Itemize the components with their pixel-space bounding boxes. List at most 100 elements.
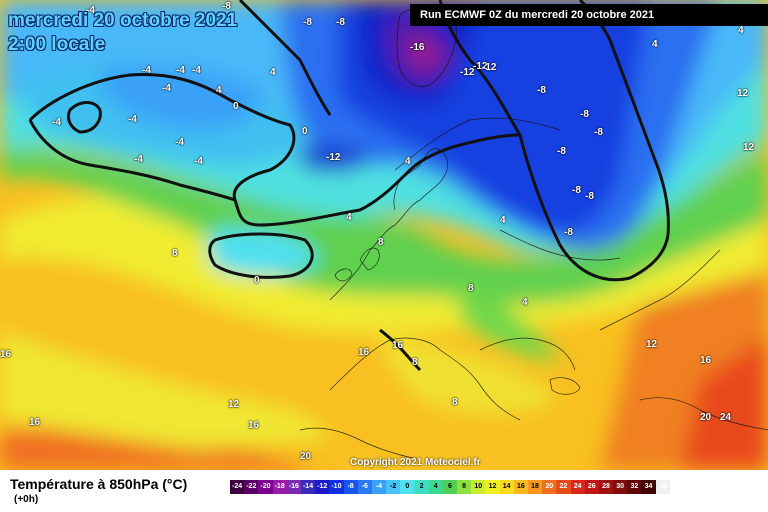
isotherm-label: 0 [302, 126, 308, 137]
isotherm-label: -8 [580, 109, 589, 120]
scale-swatch-label: 32 [630, 483, 639, 490]
isotherm-label: -4 [192, 65, 201, 76]
scale-swatch: 12 [485, 480, 500, 494]
isotherm-label: 4 [500, 215, 506, 226]
scale-swatch: 28 [598, 480, 614, 494]
scale-swatch-label: -12 [317, 483, 328, 490]
isotherm-label: 20 [300, 451, 312, 462]
isotherm-label: -4 [52, 117, 61, 128]
scale-swatch: 20 [542, 480, 557, 494]
isotherm-label: 4 [522, 297, 528, 308]
scale-swatch: 16 [513, 480, 528, 494]
isotherm-label: -4 [128, 114, 137, 125]
scale-swatch: 22 [556, 480, 571, 494]
isotherm-label: 0 [254, 275, 260, 286]
scale-swatch-label: 24 [573, 483, 582, 490]
scale-swatch: 10 [471, 480, 486, 494]
scale-swatch: 30 [613, 480, 628, 494]
isotherm-label: -4 [134, 154, 143, 165]
scale-swatch-label: -10 [331, 483, 342, 490]
scale-swatch: -2 [386, 480, 401, 494]
isotherm-label: 8 [378, 237, 384, 248]
isotherm-label: -4 [176, 65, 185, 76]
isotherm-label: 8 [412, 357, 418, 368]
scale-swatch-label: 36 [658, 483, 667, 490]
isotherm-label: 4 [216, 85, 222, 96]
scale-swatch: -4 [371, 480, 387, 494]
scale-swatch: 26 [584, 480, 599, 494]
scale-swatch: -20 [258, 480, 273, 494]
scale-swatch: -16 [286, 480, 301, 494]
scale-swatch: -12 [315, 480, 330, 494]
isotherm-label: -16 [410, 42, 425, 53]
scale-swatch-label: -4 [375, 483, 383, 490]
scale-swatch-label: -8 [347, 483, 354, 490]
scale-swatch-label: 14 [502, 483, 511, 490]
scale-swatch: -18 [272, 480, 287, 494]
isotherm-label: 20 [700, 412, 712, 423]
scale-swatch: 8 [457, 480, 472, 494]
scale-swatch: 0 [400, 480, 415, 494]
scale-swatch: -8 [343, 480, 358, 494]
scale-swatch: 18 [527, 480, 543, 494]
isotherm-label: -8 [222, 1, 231, 12]
scale-swatch: -24 [230, 480, 245, 494]
legend-title: Température à 850hPa (°C) [10, 476, 188, 492]
scale-swatch-label: -2 [390, 483, 397, 490]
scale-swatch-label: 22 [559, 483, 568, 490]
scale-swatch-label: 26 [587, 483, 596, 490]
isotherm-label: 4 [405, 156, 411, 167]
isotherm-label: 4 [346, 212, 352, 223]
isotherm-label: 4 [652, 39, 658, 50]
color-scale: -24 -22 -20 -18 -16 -14 -12 -10 -8 -6 -4 -2 0 2 4 6 8 10 1… [230, 480, 670, 494]
scale-swatch: 32 [627, 480, 642, 494]
scale-swatch: -22 [244, 480, 259, 494]
isotherm-label: 16 [392, 340, 404, 351]
isotherm-label: 16 [0, 349, 12, 360]
isotherm-label: 8 [468, 283, 474, 294]
temperature-map: mercredi 20 octobre 2021 2:00 locale Run… [0, 0, 768, 470]
isotherm-label: 16 [358, 347, 370, 358]
scale-swatch: 34 [641, 480, 656, 494]
scale-swatch-label: -16 [288, 483, 299, 490]
scale-swatch: 24 [570, 480, 585, 494]
isotherm-label: -8 [572, 185, 581, 196]
isotherm-label: -12 [460, 67, 475, 78]
scale-swatch: -6 [357, 480, 372, 494]
isotherm-label: -8 [594, 127, 603, 138]
isotherm-label: 16 [29, 417, 41, 428]
legend-footer: Température à 850hPa (°C) (+0h) -24 -22 -2… [0, 470, 768, 512]
copyright-text: Copyright 2021 Meteociel.fr [350, 457, 481, 468]
scale-swatch-label: 12 [488, 483, 497, 490]
isotherm-label: 0 [233, 101, 239, 112]
isotherm-label: 4 [738, 25, 744, 36]
scale-swatch-label: 4 [433, 483, 438, 490]
isotherm-label: 8 [452, 397, 458, 408]
scale-swatch-label: 10 [474, 483, 483, 490]
scale-swatch-label: -24 [232, 483, 243, 490]
scale-swatch: 14 [499, 480, 514, 494]
date-title: mercredi 20 octobre 2021 [8, 10, 238, 31]
scale-swatch-label: 20 [545, 483, 554, 490]
scale-swatch-label: -22 [246, 483, 257, 490]
scale-swatch-label: 30 [616, 483, 625, 490]
scale-swatch-label: 8 [462, 483, 467, 490]
isotherm-label: -4 [142, 65, 151, 76]
legend-subtitle: (+0h) [14, 494, 39, 505]
scale-swatch: 36 [655, 480, 670, 494]
isotherm-label: 12 [228, 399, 240, 410]
isotherm-label: -4 [194, 156, 203, 167]
scale-swatch-label: 16 [516, 483, 525, 490]
scale-swatch-label: 28 [602, 483, 610, 490]
isotherm-label: -12 [473, 61, 488, 72]
isotherm-label: 12 [737, 88, 749, 99]
scale-swatch-label: 2 [419, 483, 424, 490]
scale-swatch: -14 [300, 480, 316, 494]
run-info-box: Run ECMWF 0Z du mercredi 20 octobre 2021 [410, 4, 768, 26]
isotherm-label: 4 [270, 67, 276, 78]
isotherm-label: -12 [326, 152, 341, 163]
isotherm-label: -8 [557, 146, 566, 157]
isotherm-label: -12 [482, 62, 497, 73]
isotherm-label: -4 [86, 5, 95, 16]
isotherm-label: -8 [303, 17, 312, 28]
